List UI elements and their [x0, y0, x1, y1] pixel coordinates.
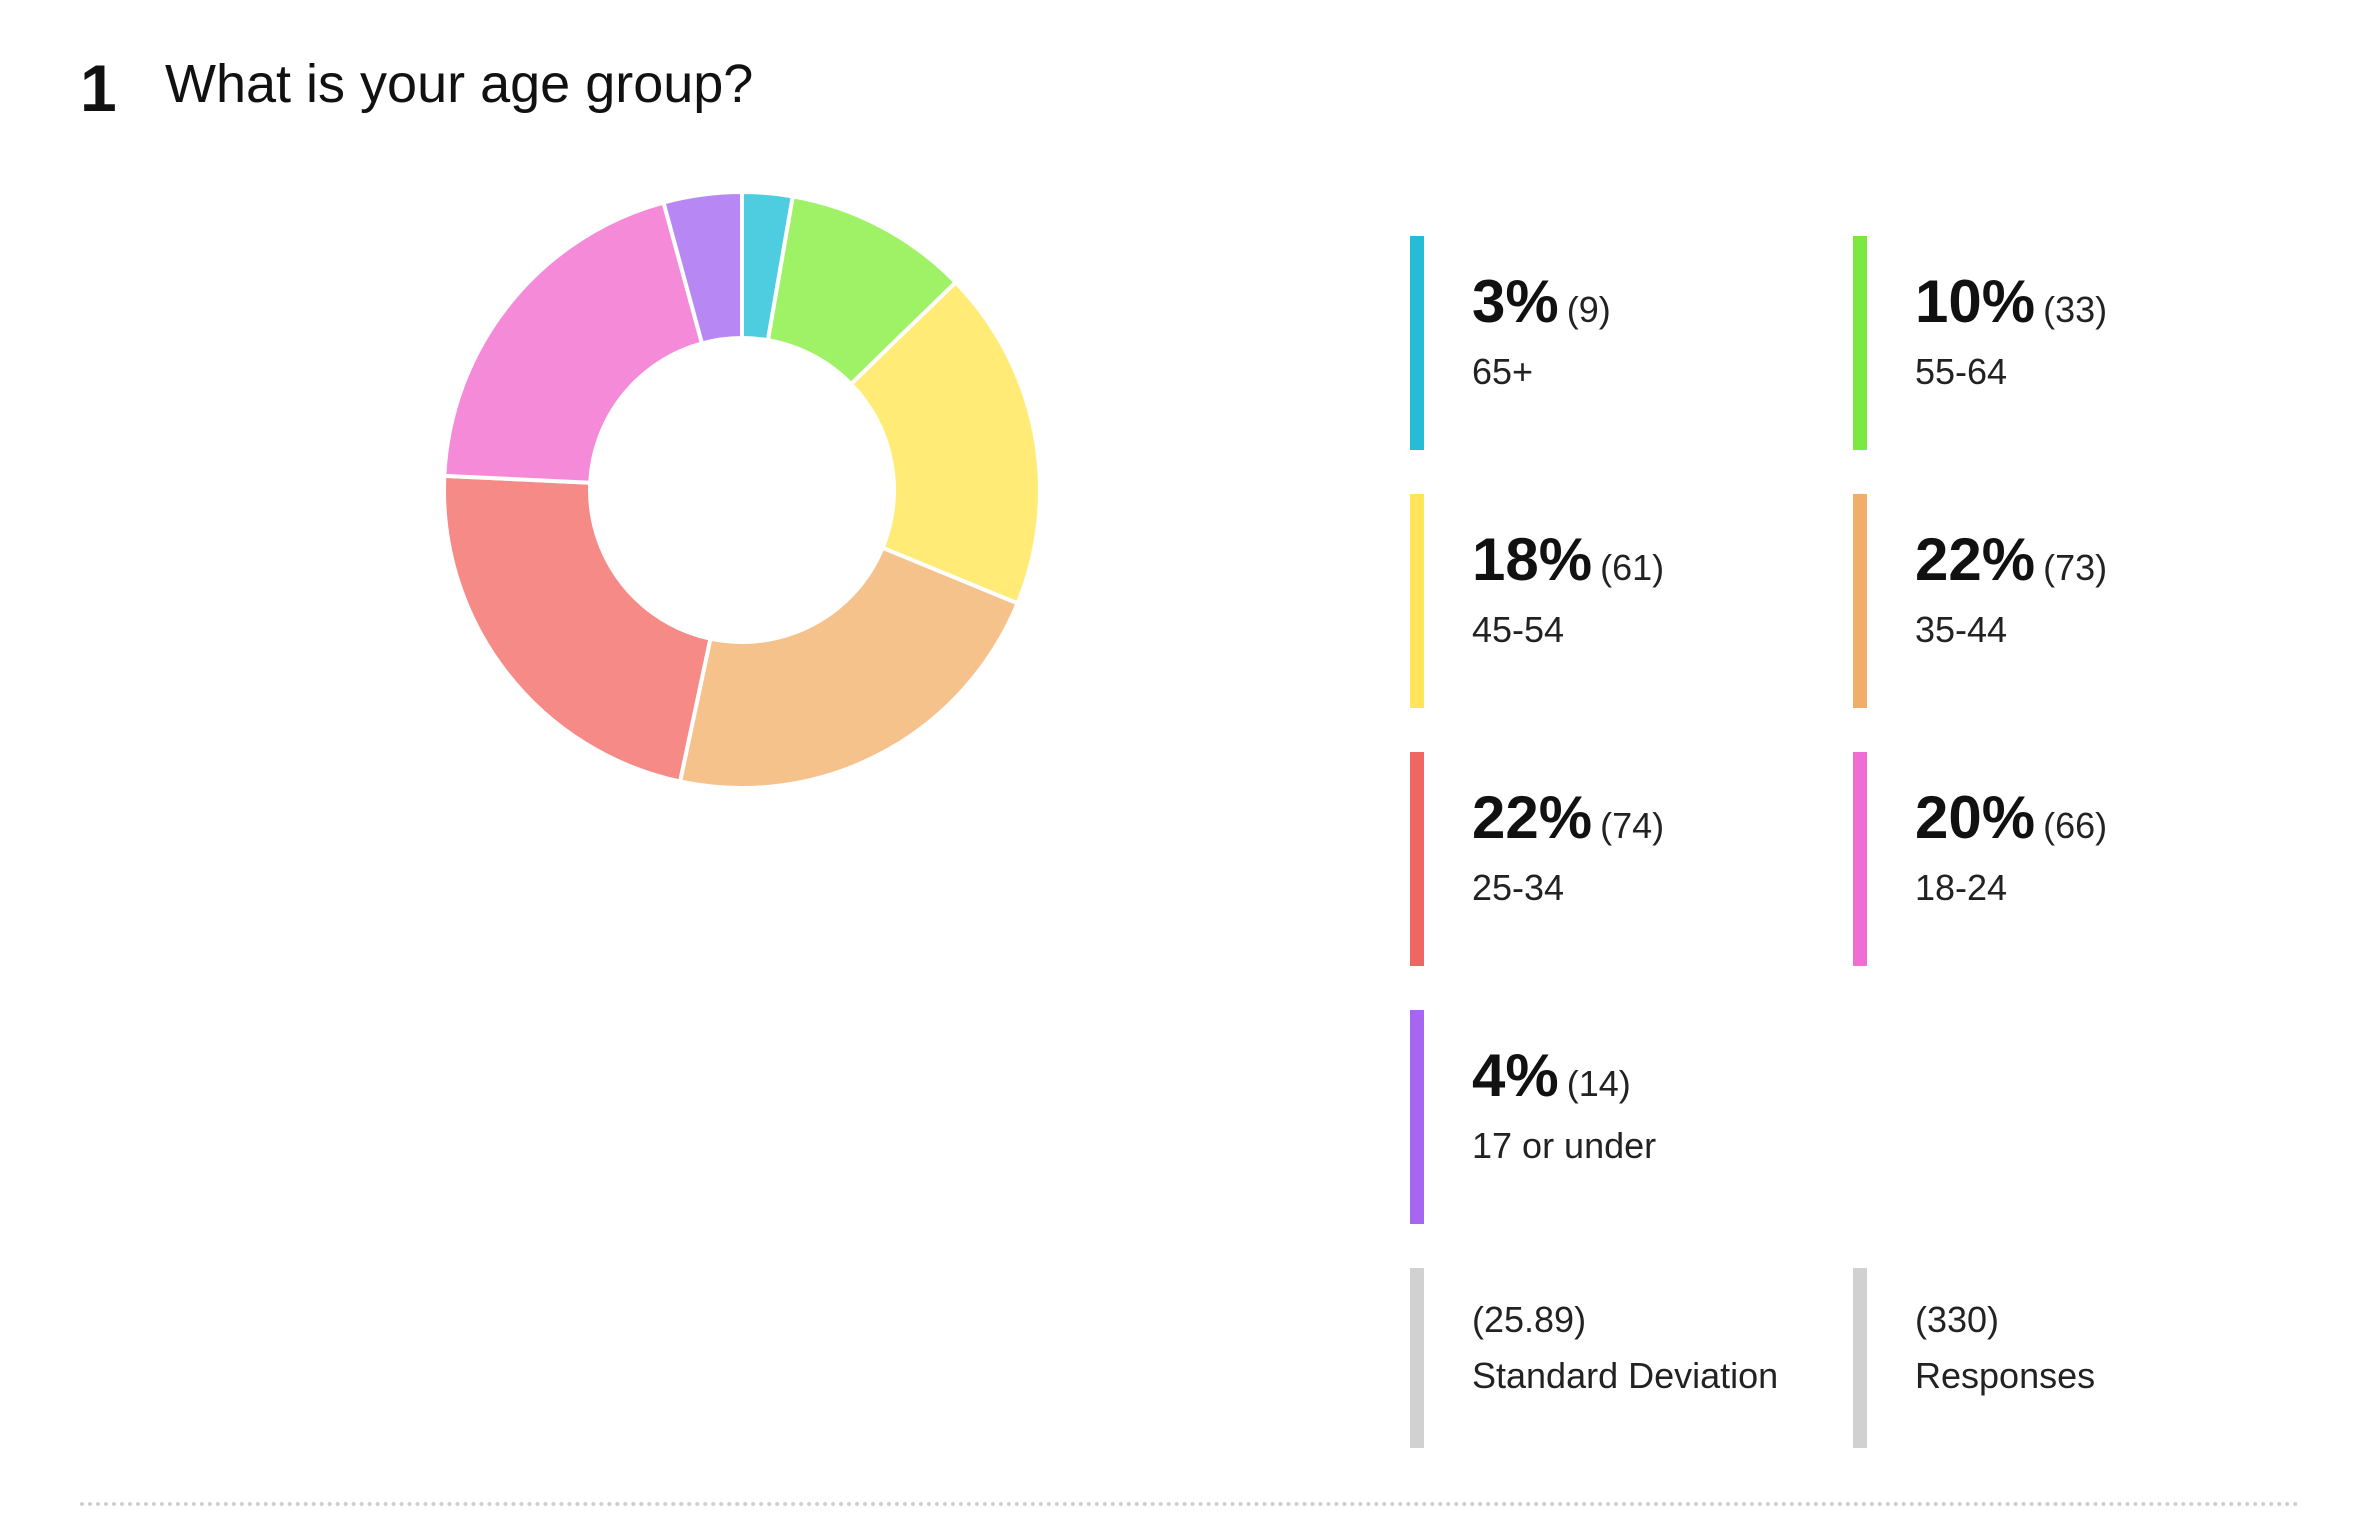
responses-stat: (330) Responses [1853, 1268, 2253, 1448]
std-dev-bar [1410, 1268, 1424, 1448]
legend-label: 55-64 [1915, 348, 2007, 396]
legend-percent: 3%(9) [1472, 266, 1611, 346]
legend-label: 17 or under [1472, 1122, 1656, 1170]
legend-percent: 18%(61) [1472, 524, 1664, 604]
legend-count: (74) [1600, 805, 1664, 846]
legend-label: 25-34 [1472, 864, 1564, 912]
donut-slice-25-34 [444, 476, 710, 782]
legend-color-bar [1853, 494, 1867, 708]
legend-item-55-64: 10%(33)55-64 [1853, 236, 2253, 450]
legend-count: (61) [1600, 547, 1664, 588]
legend-color-bar [1410, 752, 1424, 966]
responses-label: Responses [1915, 1352, 2095, 1400]
legend-item-17-or-under: 4%(14)17 or under [1410, 1010, 1810, 1224]
legend-color-bar [1853, 236, 1867, 450]
std-dev-stat: (25.89) Standard Deviation [1410, 1268, 1810, 1448]
legend-item-35-44: 22%(73)35-44 [1853, 494, 2253, 708]
legend-count: (73) [2043, 547, 2107, 588]
legend-percent: 22%(73) [1915, 524, 2107, 604]
legend-item-25-34: 22%(74)25-34 [1410, 752, 1810, 966]
legend-count: (14) [1567, 1063, 1631, 1104]
donut-slice-18-24 [444, 203, 702, 483]
legend-percent: 22%(74) [1472, 782, 1664, 862]
donut-slice-35-44 [680, 548, 1018, 788]
std-dev-value: (25.89) [1472, 1296, 1586, 1344]
legend-color-bar [1853, 752, 1867, 966]
legend-count: (66) [2043, 805, 2107, 846]
legend-item-18-24: 20%(66)18-24 [1853, 752, 2253, 966]
legend-percent-value: 3% [1472, 268, 1559, 335]
legend-percent-value: 18% [1472, 526, 1592, 593]
responses-value: (330) [1915, 1296, 1999, 1344]
legend-percent: 20%(66) [1915, 782, 2107, 862]
legend-percent: 10%(33) [1915, 266, 2107, 346]
legend-color-bar [1410, 494, 1424, 708]
legend-color-bar [1410, 1010, 1424, 1224]
legend-color-bar [1410, 236, 1424, 450]
legend-label: 45-54 [1472, 606, 1564, 654]
section-divider [80, 1502, 2300, 1506]
legend-percent-value: 4% [1472, 1042, 1559, 1109]
std-dev-label: Standard Deviation [1472, 1352, 1778, 1400]
legend-percent: 4%(14) [1472, 1040, 1631, 1120]
legend-item-45-54: 18%(61)45-54 [1410, 494, 1810, 708]
legend-count: (33) [2043, 289, 2107, 330]
legend-label: 65+ [1472, 348, 1533, 396]
legend-percent-value: 22% [1915, 526, 2035, 593]
legend-label: 35-44 [1915, 606, 2007, 654]
legend-item-65-: 3%(9)65+ [1410, 236, 1810, 450]
legend-count: (9) [1567, 289, 1611, 330]
legend-percent-value: 22% [1472, 784, 1592, 851]
responses-bar [1853, 1268, 1867, 1448]
legend-percent-value: 10% [1915, 268, 2035, 335]
legend-label: 18-24 [1915, 864, 2007, 912]
legend-percent-value: 20% [1915, 784, 2035, 851]
